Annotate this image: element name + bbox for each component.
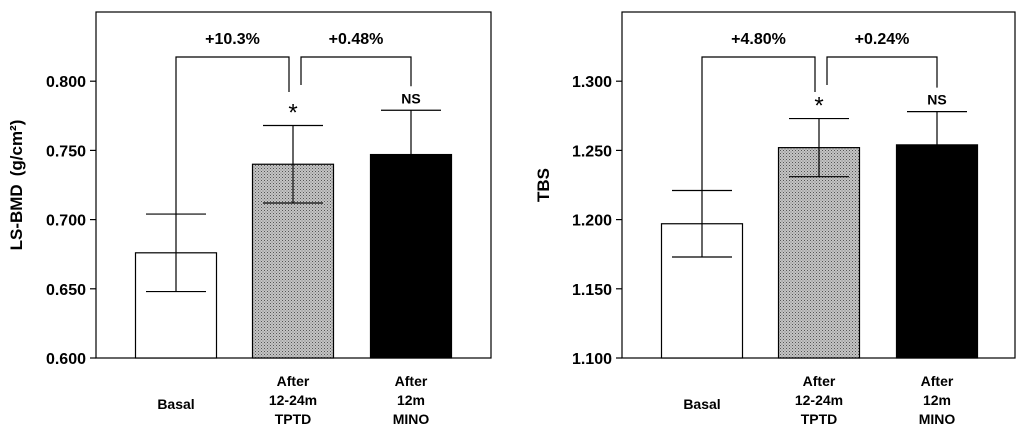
- category-label: After: [395, 373, 428, 389]
- category-label: MINO: [919, 411, 956, 427]
- category-label: 12-24m: [269, 392, 317, 408]
- significance-ns: NS: [401, 90, 420, 106]
- y-tick-label: 1.100: [572, 351, 612, 368]
- y-axis-label-main: TBS: [534, 168, 553, 202]
- y-axis-label: LS-BMD (g/cm²): [7, 120, 26, 251]
- chart-ls-bmd: 0.600 0.650 0.700 0.750 0.800 LS-BMD (g/cm²) Ba…: [7, 11, 492, 427]
- significance-star: *: [288, 99, 297, 126]
- y-axis-label-main: LS-BMD: [7, 184, 26, 250]
- comparison-label: +4.80%: [731, 31, 786, 48]
- y-tick-label: 1.250: [572, 143, 612, 160]
- comparison-label: +0.24%: [855, 31, 910, 48]
- comparison-label: +0.48%: [329, 31, 384, 48]
- category-label: TPTD: [801, 411, 838, 427]
- category-label: After: [803, 373, 836, 389]
- bar: [895, 144, 979, 359]
- significance-ns: NS: [927, 92, 946, 108]
- category-label: 12m: [923, 392, 951, 408]
- chart-tbs: 1.100 1.150 1.200 1.250 1.300 TBS Basal * After 1…: [534, 11, 1016, 427]
- y-tick-label: 1.200: [572, 213, 612, 230]
- y-tick-label: 0.700: [46, 213, 86, 230]
- category-label: Basal: [157, 396, 194, 412]
- comparison-label: +10.3%: [205, 31, 260, 48]
- y-tick-label: 1.300: [572, 74, 612, 91]
- category-label: TPTD: [275, 411, 312, 427]
- y-axis-label: TBS: [534, 168, 553, 202]
- category-label: MINO: [393, 411, 430, 427]
- category-label: Basal: [683, 396, 720, 412]
- category-label: 12m: [397, 392, 425, 408]
- y-tick-label: 1.150: [572, 282, 612, 299]
- comparison-bracket: [826, 56, 938, 88]
- y-axis-label-unit: (g/cm²): [7, 120, 26, 177]
- bar: [369, 153, 453, 359]
- y-tick-label: 0.600: [46, 351, 86, 368]
- category-label: After: [277, 373, 310, 389]
- comparison-bracket: [175, 56, 290, 215]
- y-tick-label: 0.750: [46, 143, 86, 160]
- significance-star: *: [814, 93, 823, 120]
- comparison-bracket: [701, 56, 816, 191]
- category-label: After: [921, 373, 954, 389]
- bar: [777, 147, 861, 359]
- category-label: 12-24m: [795, 392, 843, 408]
- y-tick-label: 0.800: [46, 74, 86, 91]
- comparison-bracket: [300, 56, 412, 87]
- y-tick-label: 0.650: [46, 282, 86, 299]
